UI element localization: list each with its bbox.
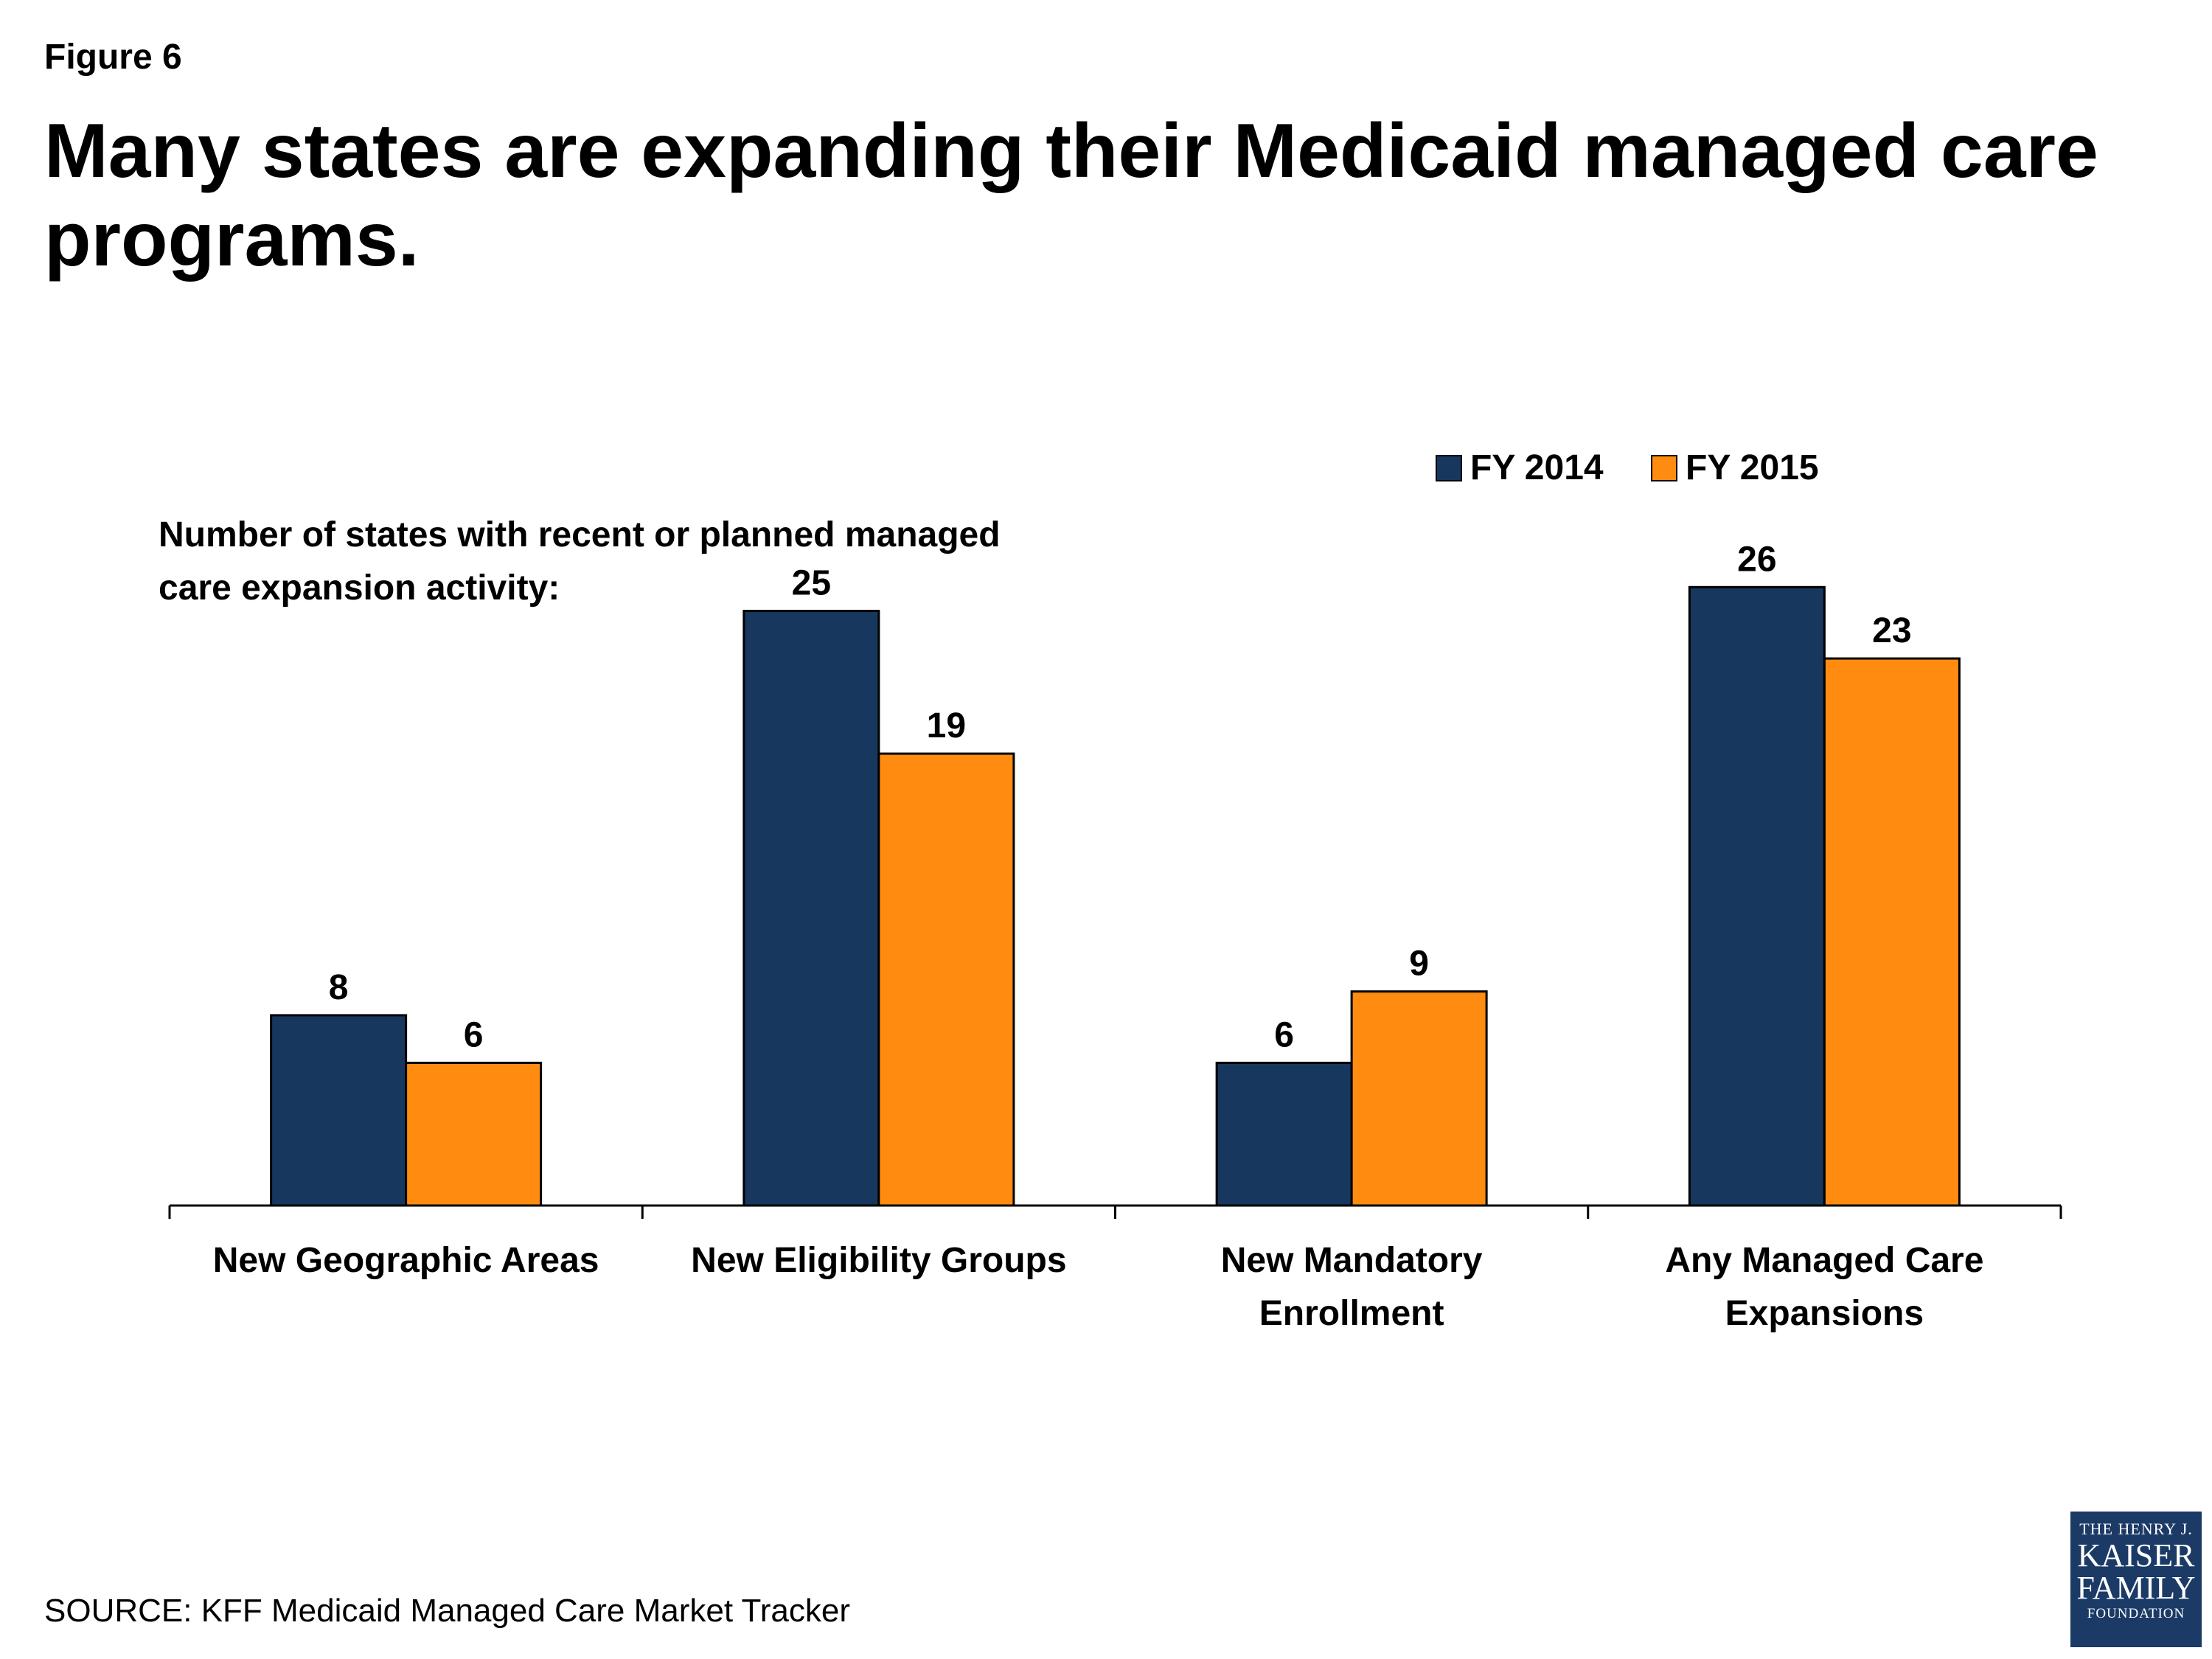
data-label: 19 — [927, 706, 966, 745]
x-tick-label: Expansions — [1725, 1294, 1924, 1333]
x-tick-label: New Geographic Areas — [213, 1241, 599, 1280]
bar-fy-2015-1 — [405, 1061, 543, 1207]
data-label: 9 — [1409, 945, 1429, 984]
logo-line-2: KAISER — [2077, 1537, 2195, 1573]
data-label: 23 — [1872, 611, 1911, 650]
source-note: SOURCE: KFF Medicaid Managed Care Market… — [44, 1593, 851, 1629]
bar-fy-2014-4 — [1688, 585, 1826, 1207]
logo-line-4: FOUNDATION — [2087, 1606, 2185, 1621]
bar-fy-2014-3 — [1215, 1061, 1353, 1207]
chart-title: Many states are expanding their Medicaid… — [44, 108, 2098, 282]
bar-fy-2014-1 — [270, 1014, 408, 1207]
bar-fy-2015-2 — [877, 752, 1015, 1207]
legend-label: FY 2015 — [1686, 448, 1819, 487]
y-axis-label: Number of states with recent or planned … — [159, 515, 1001, 608]
x-tick-label: Any Managed Care — [1665, 1241, 1983, 1280]
data-label: 25 — [792, 564, 831, 603]
logo-line-3: FAMILY — [2076, 1570, 2196, 1606]
x-tick-label: New Mandatory — [1221, 1241, 1483, 1280]
bar-fy-2015-3 — [1350, 990, 1488, 1207]
x-tick-label: New Eligibility Groups — [691, 1241, 1066, 1280]
data-label: 8 — [329, 968, 349, 1007]
data-label: 6 — [1274, 1015, 1294, 1054]
logo-line-1: THE HENRY J. — [2079, 1520, 2193, 1538]
kaiser-family-foundation-logo: THE HENRY J. KAISER FAMILY FOUNDATION — [2070, 1512, 2202, 1647]
data-label: 6 — [464, 1015, 484, 1054]
legend-label: FY 2014 — [1470, 448, 1604, 487]
legend-swatch-fy-2015 — [1651, 455, 1677, 481]
bar-fy-2015-4 — [1823, 657, 1961, 1207]
x-tick-label: Enrollment — [1259, 1294, 1444, 1333]
bar-fy-2014-2 — [742, 610, 880, 1207]
figure-label: Figure 6 — [44, 38, 182, 77]
legend-swatch-fy-2014 — [1436, 455, 1462, 481]
data-label: 26 — [1737, 540, 1776, 579]
